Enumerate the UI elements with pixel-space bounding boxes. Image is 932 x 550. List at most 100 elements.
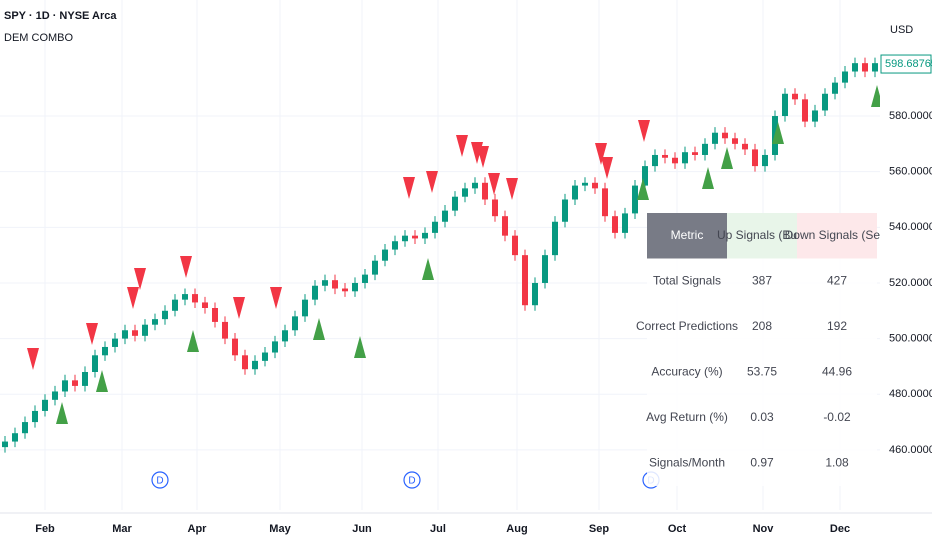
table-cell: 192 bbox=[827, 319, 847, 333]
candle-body bbox=[692, 152, 698, 155]
table-cell: Total Signals bbox=[653, 273, 721, 287]
candle-body bbox=[802, 99, 808, 122]
candle-body bbox=[222, 321, 228, 339]
candle-body bbox=[362, 274, 368, 283]
candle-body bbox=[572, 185, 578, 200]
candle-body bbox=[72, 380, 78, 386]
candle-body bbox=[642, 166, 648, 186]
candle-body bbox=[172, 299, 178, 311]
table-cell: -0.02 bbox=[823, 410, 851, 424]
candle-body bbox=[652, 154, 658, 167]
candle-body bbox=[192, 294, 198, 303]
x-tick-label: Aug bbox=[506, 523, 527, 535]
candle-body bbox=[832, 82, 838, 94]
candle-body bbox=[722, 132, 728, 139]
candle-body bbox=[372, 260, 378, 275]
table-header-cell bbox=[647, 213, 727, 259]
candle-body bbox=[672, 157, 678, 164]
candle-body bbox=[32, 410, 38, 423]
candle-body bbox=[402, 235, 408, 242]
candle-body bbox=[792, 93, 798, 100]
table-row bbox=[647, 440, 877, 486]
candle-body bbox=[242, 355, 248, 370]
candle-body bbox=[542, 255, 548, 283]
candle-body bbox=[272, 341, 278, 353]
candle-body bbox=[62, 380, 68, 392]
candle-body bbox=[582, 182, 588, 186]
candle-body bbox=[342, 288, 348, 292]
table-header: Down Signals (Sell) bbox=[785, 228, 890, 242]
candle-body bbox=[352, 282, 358, 292]
candle-body bbox=[212, 308, 218, 322]
candle-body bbox=[752, 149, 758, 167]
table-cell: Avg Return (%) bbox=[646, 410, 728, 424]
candle-body bbox=[132, 330, 138, 336]
y-tick-label: 500.00000 bbox=[889, 333, 932, 345]
candle-body bbox=[482, 182, 488, 200]
candle-body bbox=[162, 310, 168, 320]
y-tick-label: 560.00000 bbox=[889, 166, 932, 178]
currency: USD bbox=[890, 24, 913, 36]
table-row bbox=[647, 258, 877, 304]
signal-markers bbox=[27, 85, 883, 424]
candle-body bbox=[842, 71, 848, 83]
table-cell: 0.97 bbox=[750, 455, 774, 469]
table-cell: Accuracy (%) bbox=[651, 364, 722, 378]
candle-body bbox=[702, 143, 708, 155]
last-price-tag bbox=[880, 54, 932, 74]
x-tick-label: Feb bbox=[35, 523, 55, 535]
x-tick-label: Oct bbox=[668, 523, 687, 535]
table-cell: 208 bbox=[752, 319, 772, 333]
candle-body bbox=[262, 352, 268, 361]
candle-body bbox=[442, 210, 448, 222]
x-tick-label: Mar bbox=[112, 523, 132, 535]
candle-body bbox=[852, 63, 858, 72]
candle-body bbox=[532, 282, 538, 306]
candle-body bbox=[682, 152, 688, 164]
candle-body bbox=[182, 294, 188, 300]
candle-body bbox=[602, 188, 608, 217]
table-cell: 427 bbox=[827, 273, 847, 287]
candle-body bbox=[452, 196, 458, 211]
candle-body bbox=[332, 280, 338, 289]
x-tick-label: May bbox=[269, 523, 291, 535]
table-header: Metric bbox=[671, 228, 704, 242]
price-axis bbox=[880, 0, 932, 550]
candle-body bbox=[462, 188, 468, 197]
candle-body bbox=[662, 154, 668, 158]
table-cell: 0.03 bbox=[750, 410, 774, 424]
candle-body bbox=[102, 346, 108, 356]
candle-body bbox=[862, 63, 868, 72]
candle-body bbox=[812, 110, 818, 122]
table-row bbox=[647, 349, 877, 395]
table-cell: Signals/Month bbox=[649, 455, 725, 469]
table-row bbox=[647, 304, 877, 350]
candle-body bbox=[512, 235, 518, 256]
candle-body bbox=[22, 422, 28, 434]
y-tick-label: 540.00000 bbox=[889, 221, 932, 233]
last-price-label: 598.68765 bbox=[885, 58, 932, 70]
x-tick-label: Nov bbox=[753, 523, 775, 535]
candle-body bbox=[282, 330, 288, 342]
y-tick-label: 480.00000 bbox=[889, 388, 932, 400]
x-tick-label: Dec bbox=[830, 523, 850, 535]
candle-body bbox=[292, 316, 298, 331]
candle-body bbox=[622, 213, 628, 233]
candle-body bbox=[782, 93, 788, 117]
candle-body bbox=[612, 216, 618, 233]
x-tick-label: Apr bbox=[188, 523, 208, 535]
table-header-cell bbox=[727, 213, 797, 259]
table-cell: 53.75 bbox=[747, 364, 777, 378]
candle-body bbox=[492, 199, 498, 217]
table-cell: 44.96 bbox=[822, 364, 852, 378]
candle-body bbox=[122, 330, 128, 339]
candle-body bbox=[142, 324, 148, 336]
candle-body bbox=[592, 182, 598, 189]
candle-body bbox=[2, 441, 8, 448]
candle-body bbox=[92, 355, 98, 372]
candle-body bbox=[632, 185, 638, 214]
svg-text:D: D bbox=[408, 476, 415, 487]
candle-body bbox=[52, 391, 58, 400]
x-tick-label: Jul bbox=[430, 523, 446, 535]
candle-body bbox=[82, 371, 88, 386]
